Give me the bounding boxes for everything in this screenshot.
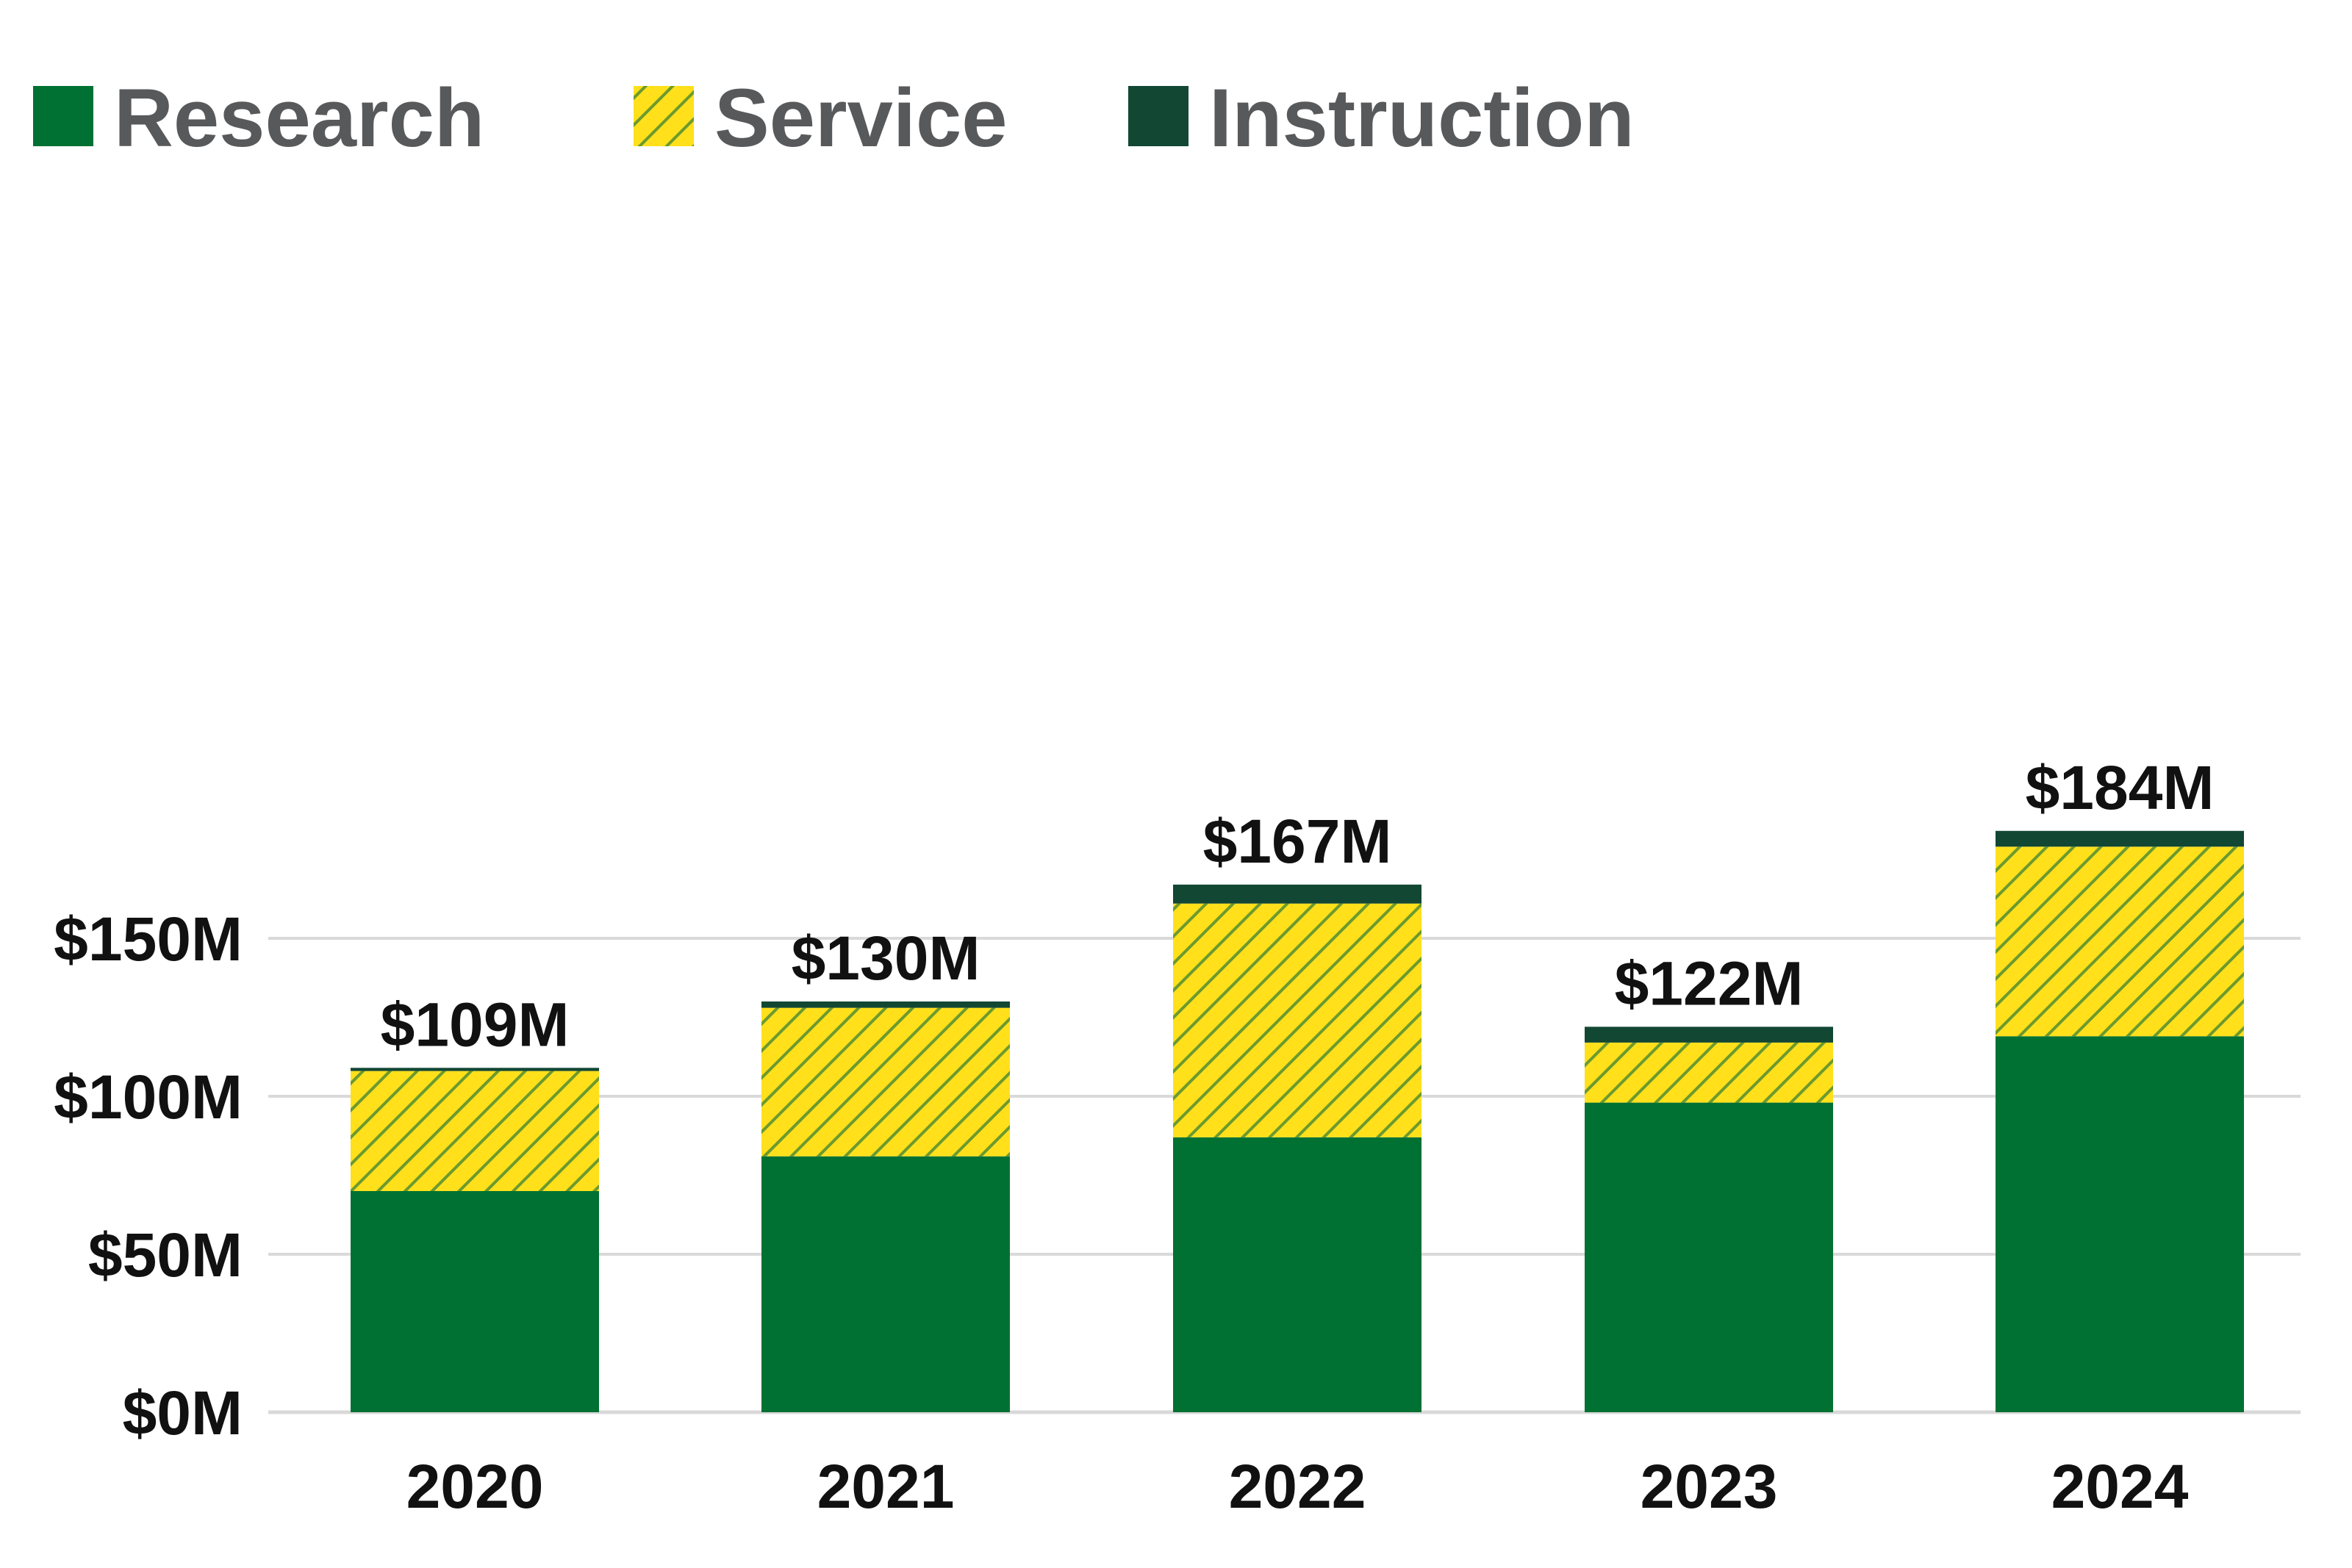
legend-label: Research [114, 72, 484, 164]
y-tick-label: $100M [54, 1062, 243, 1132]
legend-swatch-service [634, 86, 694, 146]
bar-instruction-segment-2021 [761, 1001, 1010, 1008]
bar-research-segment-2021 [761, 1156, 1010, 1412]
bar-service-segment-2022 [1173, 903, 1421, 1137]
x-tick-label: 2022 [1229, 1452, 1366, 1521]
y-axis: $0M $50M $100M $150M [54, 905, 243, 1447]
legend: Research Service Instruction [33, 72, 1635, 164]
y-tick-label: $50M [88, 1220, 243, 1290]
x-tick-label: 2020 [406, 1452, 544, 1521]
bar-total-label: $184M [2026, 753, 2215, 822]
bar-research-segment-2020 [351, 1191, 599, 1412]
bar-research-segment-2022 [1173, 1137, 1421, 1412]
y-tick-label: $0M [123, 1378, 243, 1447]
legend-label: Instruction [1209, 72, 1635, 164]
bar-service-segment-2021 [761, 1007, 1010, 1157]
legend-label: Service [714, 72, 1008, 164]
x-tick-label: 2021 [817, 1452, 955, 1521]
y-tick-label: $150M [54, 905, 243, 974]
total-labels: $109M $130M $167M $122M $184M [381, 753, 2215, 1060]
x-tick-label: 2024 [2051, 1452, 2189, 1521]
bar-instruction-segment-2022 [1173, 884, 1421, 904]
bar-total-label: $122M [1615, 949, 1804, 1018]
bar-instruction-segment-2024 [1996, 830, 2244, 847]
bars [351, 830, 2244, 1412]
bar-service-segment-2024 [1996, 846, 2244, 1037]
bar-service-segment-2023 [1585, 1042, 1833, 1103]
bar-research-segment-2023 [1585, 1102, 1833, 1412]
x-tick-label: 2023 [1641, 1452, 1778, 1521]
bar-total-label: $109M [381, 990, 570, 1059]
bar-service-segment-2020 [351, 1071, 599, 1191]
bar-total-label: $130M [792, 924, 980, 993]
bar-instruction-segment-2023 [1585, 1026, 1833, 1043]
bar-instruction-segment-2020 [351, 1068, 599, 1071]
bar-total-label: $167M [1203, 807, 1392, 876]
x-axis: 2020 2021 2022 2023 2024 [406, 1452, 2189, 1521]
bar-research-segment-2024 [1996, 1036, 2244, 1412]
legend-swatch-research [33, 86, 93, 146]
legend-swatch-instruction [1128, 86, 1188, 146]
